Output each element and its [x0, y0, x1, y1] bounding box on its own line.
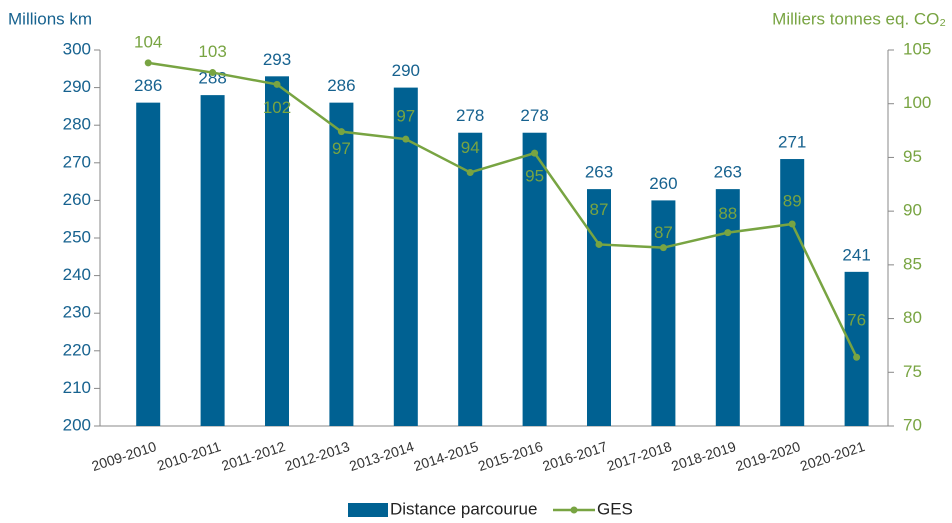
- x-tick-label: 2014-2015: [412, 438, 481, 474]
- x-tick-label: 2011-2012: [219, 438, 287, 474]
- line-point: [209, 69, 217, 77]
- line-point: [531, 149, 539, 157]
- bar: [522, 132, 547, 426]
- legend-swatch-point: [570, 506, 578, 514]
- line-point: [144, 59, 152, 67]
- bar: [587, 189, 611, 426]
- legend-label: Distance parcourue: [390, 499, 537, 518]
- legend-label: GES: [597, 499, 633, 518]
- x-tick-label: 2012-2013: [283, 438, 352, 474]
- line-point: [337, 128, 345, 136]
- bar-value-label: 290: [392, 61, 420, 80]
- y2-tick-label: 80: [903, 308, 922, 327]
- x-tick-label: 2015-2016: [476, 438, 545, 474]
- line: [148, 61, 858, 358]
- bar-value-label: 278: [520, 106, 548, 125]
- y2-tick-label: 95: [903, 147, 922, 166]
- bar-value-label: 278: [456, 106, 484, 125]
- x-tick-label: 2019-2020: [734, 438, 803, 474]
- line-value-label: 76: [847, 311, 866, 330]
- line-value-label: 95: [525, 167, 544, 186]
- bar-value-label: 293: [263, 50, 291, 69]
- x-tick-label: 2016-2017: [540, 438, 609, 474]
- line-value-label: 97: [396, 107, 415, 126]
- y2-tick-label: 100: [903, 93, 931, 112]
- bar: [780, 159, 805, 427]
- bar-value-label: 271: [778, 133, 806, 152]
- y-axis-label: Millions km: [8, 9, 92, 28]
- y2-tick-label: 85: [903, 254, 922, 273]
- line-point: [595, 240, 603, 248]
- bar: [715, 189, 740, 426]
- bar-value-label: 263: [585, 163, 613, 182]
- line-value-label: 103: [198, 42, 226, 61]
- y-tick-label: 250: [63, 227, 91, 246]
- y-tick-label: 300: [63, 39, 91, 58]
- y-tick-label: 290: [63, 77, 91, 96]
- line-value-label: 94: [461, 138, 480, 157]
- bar-value-label: 260: [649, 174, 677, 193]
- line-value-label: 104: [134, 32, 162, 51]
- bar: [651, 200, 676, 426]
- y2-axis-label: Milliers tonnes eq. CO₂: [772, 9, 946, 28]
- line-point: [402, 135, 410, 143]
- y-tick-label: 210: [63, 378, 91, 397]
- x-tick-label: 2009-2010: [90, 438, 159, 474]
- y-tick-label: 260: [63, 190, 91, 209]
- y2-tick-label: 75: [903, 362, 922, 381]
- line-value-label: 97: [332, 139, 351, 158]
- bar-value-label: 286: [134, 76, 162, 95]
- legend-swatch: [348, 503, 388, 517]
- line-value-label: 87: [654, 223, 673, 242]
- bar: [200, 95, 225, 427]
- bar-value-label: 241: [842, 245, 870, 264]
- x-tick-label: 2017-2018: [605, 438, 674, 474]
- y2-tick-label: 70: [903, 415, 922, 434]
- y-tick-label: 240: [63, 265, 91, 284]
- line-point: [724, 229, 732, 237]
- y2-tick-label: 105: [903, 39, 931, 58]
- line-value-label: 102: [263, 98, 291, 117]
- y-tick-label: 200: [63, 415, 91, 434]
- x-tick-label: 2010-2011: [155, 438, 223, 474]
- line-point: [788, 220, 796, 228]
- line-point: [853, 353, 861, 361]
- x-tick-label: 2013-2014: [347, 438, 416, 474]
- line-point: [273, 80, 281, 88]
- x-tick-label: 2018-2019: [669, 438, 738, 474]
- line-value-label: 89: [783, 192, 802, 211]
- bar-value-label: 263: [714, 163, 742, 182]
- y-tick-label: 230: [63, 303, 91, 322]
- y-tick-label: 280: [63, 115, 91, 134]
- bar: [329, 102, 354, 426]
- x-tick-label: 2020-2021: [798, 438, 867, 474]
- y-tick-label: 270: [63, 152, 91, 171]
- bar: [136, 102, 161, 426]
- y2-tick-label: 90: [903, 201, 922, 220]
- line-point: [659, 244, 667, 252]
- bar: [844, 271, 869, 426]
- bar-value-label: 286: [327, 76, 355, 95]
- bar: [265, 76, 289, 426]
- line-value-label: 88: [718, 204, 737, 223]
- y-tick-label: 220: [63, 340, 91, 359]
- bar: [458, 132, 483, 426]
- line-value-label: 87: [590, 200, 609, 219]
- line-point: [466, 168, 474, 176]
